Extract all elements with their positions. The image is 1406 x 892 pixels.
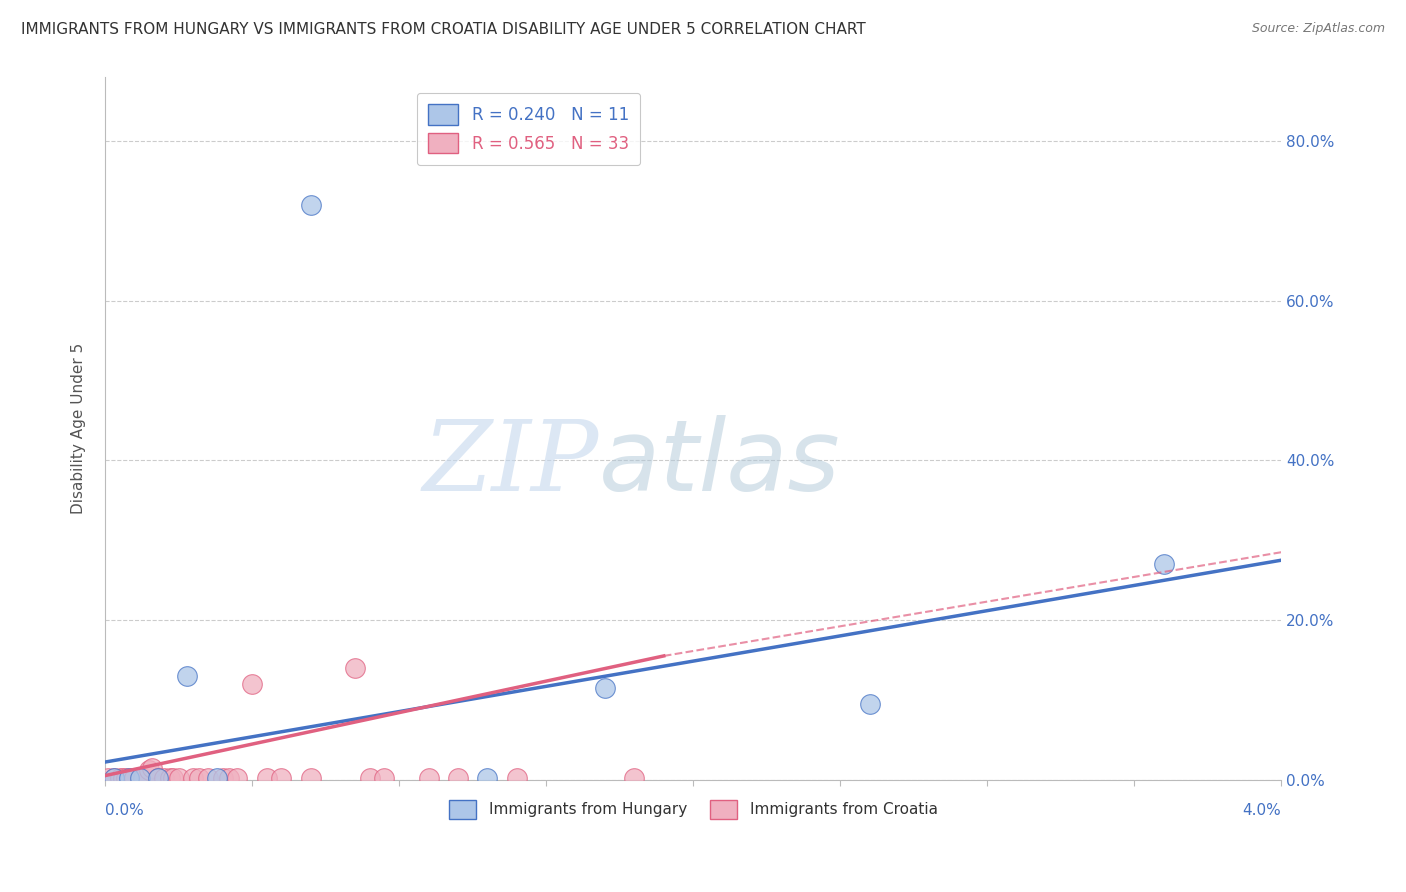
Y-axis label: Disability Age Under 5: Disability Age Under 5	[72, 343, 86, 514]
Point	[153, 771, 176, 785]
Point	[181, 771, 204, 785]
Point	[447, 771, 470, 785]
Point	[159, 771, 181, 785]
Point	[146, 771, 169, 785]
Point	[240, 677, 263, 691]
Point	[129, 771, 152, 785]
Text: ZIP: ZIP	[423, 416, 599, 511]
Point	[162, 771, 184, 785]
Point	[205, 771, 228, 785]
Point	[176, 669, 198, 683]
Point	[226, 771, 249, 785]
Point	[146, 771, 169, 785]
Point	[97, 771, 120, 785]
Point	[103, 771, 125, 785]
Point	[506, 771, 529, 785]
Point	[1153, 557, 1175, 571]
Point	[197, 771, 219, 785]
Point	[211, 771, 233, 785]
Point	[129, 771, 152, 785]
Point	[299, 198, 322, 212]
Point	[117, 771, 139, 785]
Point	[359, 771, 381, 785]
Point	[593, 681, 616, 695]
Point	[418, 771, 440, 785]
Legend: Immigrants from Hungary, Immigrants from Croatia: Immigrants from Hungary, Immigrants from…	[443, 794, 943, 824]
Point	[218, 771, 240, 785]
Point	[111, 771, 134, 785]
Point	[138, 763, 160, 777]
Point	[103, 771, 125, 785]
Point	[859, 697, 882, 711]
Point	[270, 771, 292, 785]
Point	[256, 771, 278, 785]
Point	[373, 771, 395, 785]
Text: IMMIGRANTS FROM HUNGARY VS IMMIGRANTS FROM CROATIA DISABILITY AGE UNDER 5 CORREL: IMMIGRANTS FROM HUNGARY VS IMMIGRANTS FR…	[21, 22, 866, 37]
Point	[141, 761, 163, 775]
Text: 4.0%: 4.0%	[1243, 803, 1281, 818]
Point	[623, 771, 645, 785]
Point	[188, 771, 211, 785]
Point	[114, 771, 136, 785]
Point	[132, 771, 155, 785]
Point	[477, 771, 499, 785]
Point	[167, 771, 190, 785]
Text: Source: ZipAtlas.com: Source: ZipAtlas.com	[1251, 22, 1385, 36]
Point	[343, 661, 366, 675]
Text: 0.0%: 0.0%	[105, 803, 143, 818]
Point	[120, 771, 142, 785]
Point	[299, 771, 322, 785]
Point	[108, 771, 131, 785]
Point	[124, 771, 146, 785]
Text: atlas: atlas	[599, 415, 841, 512]
